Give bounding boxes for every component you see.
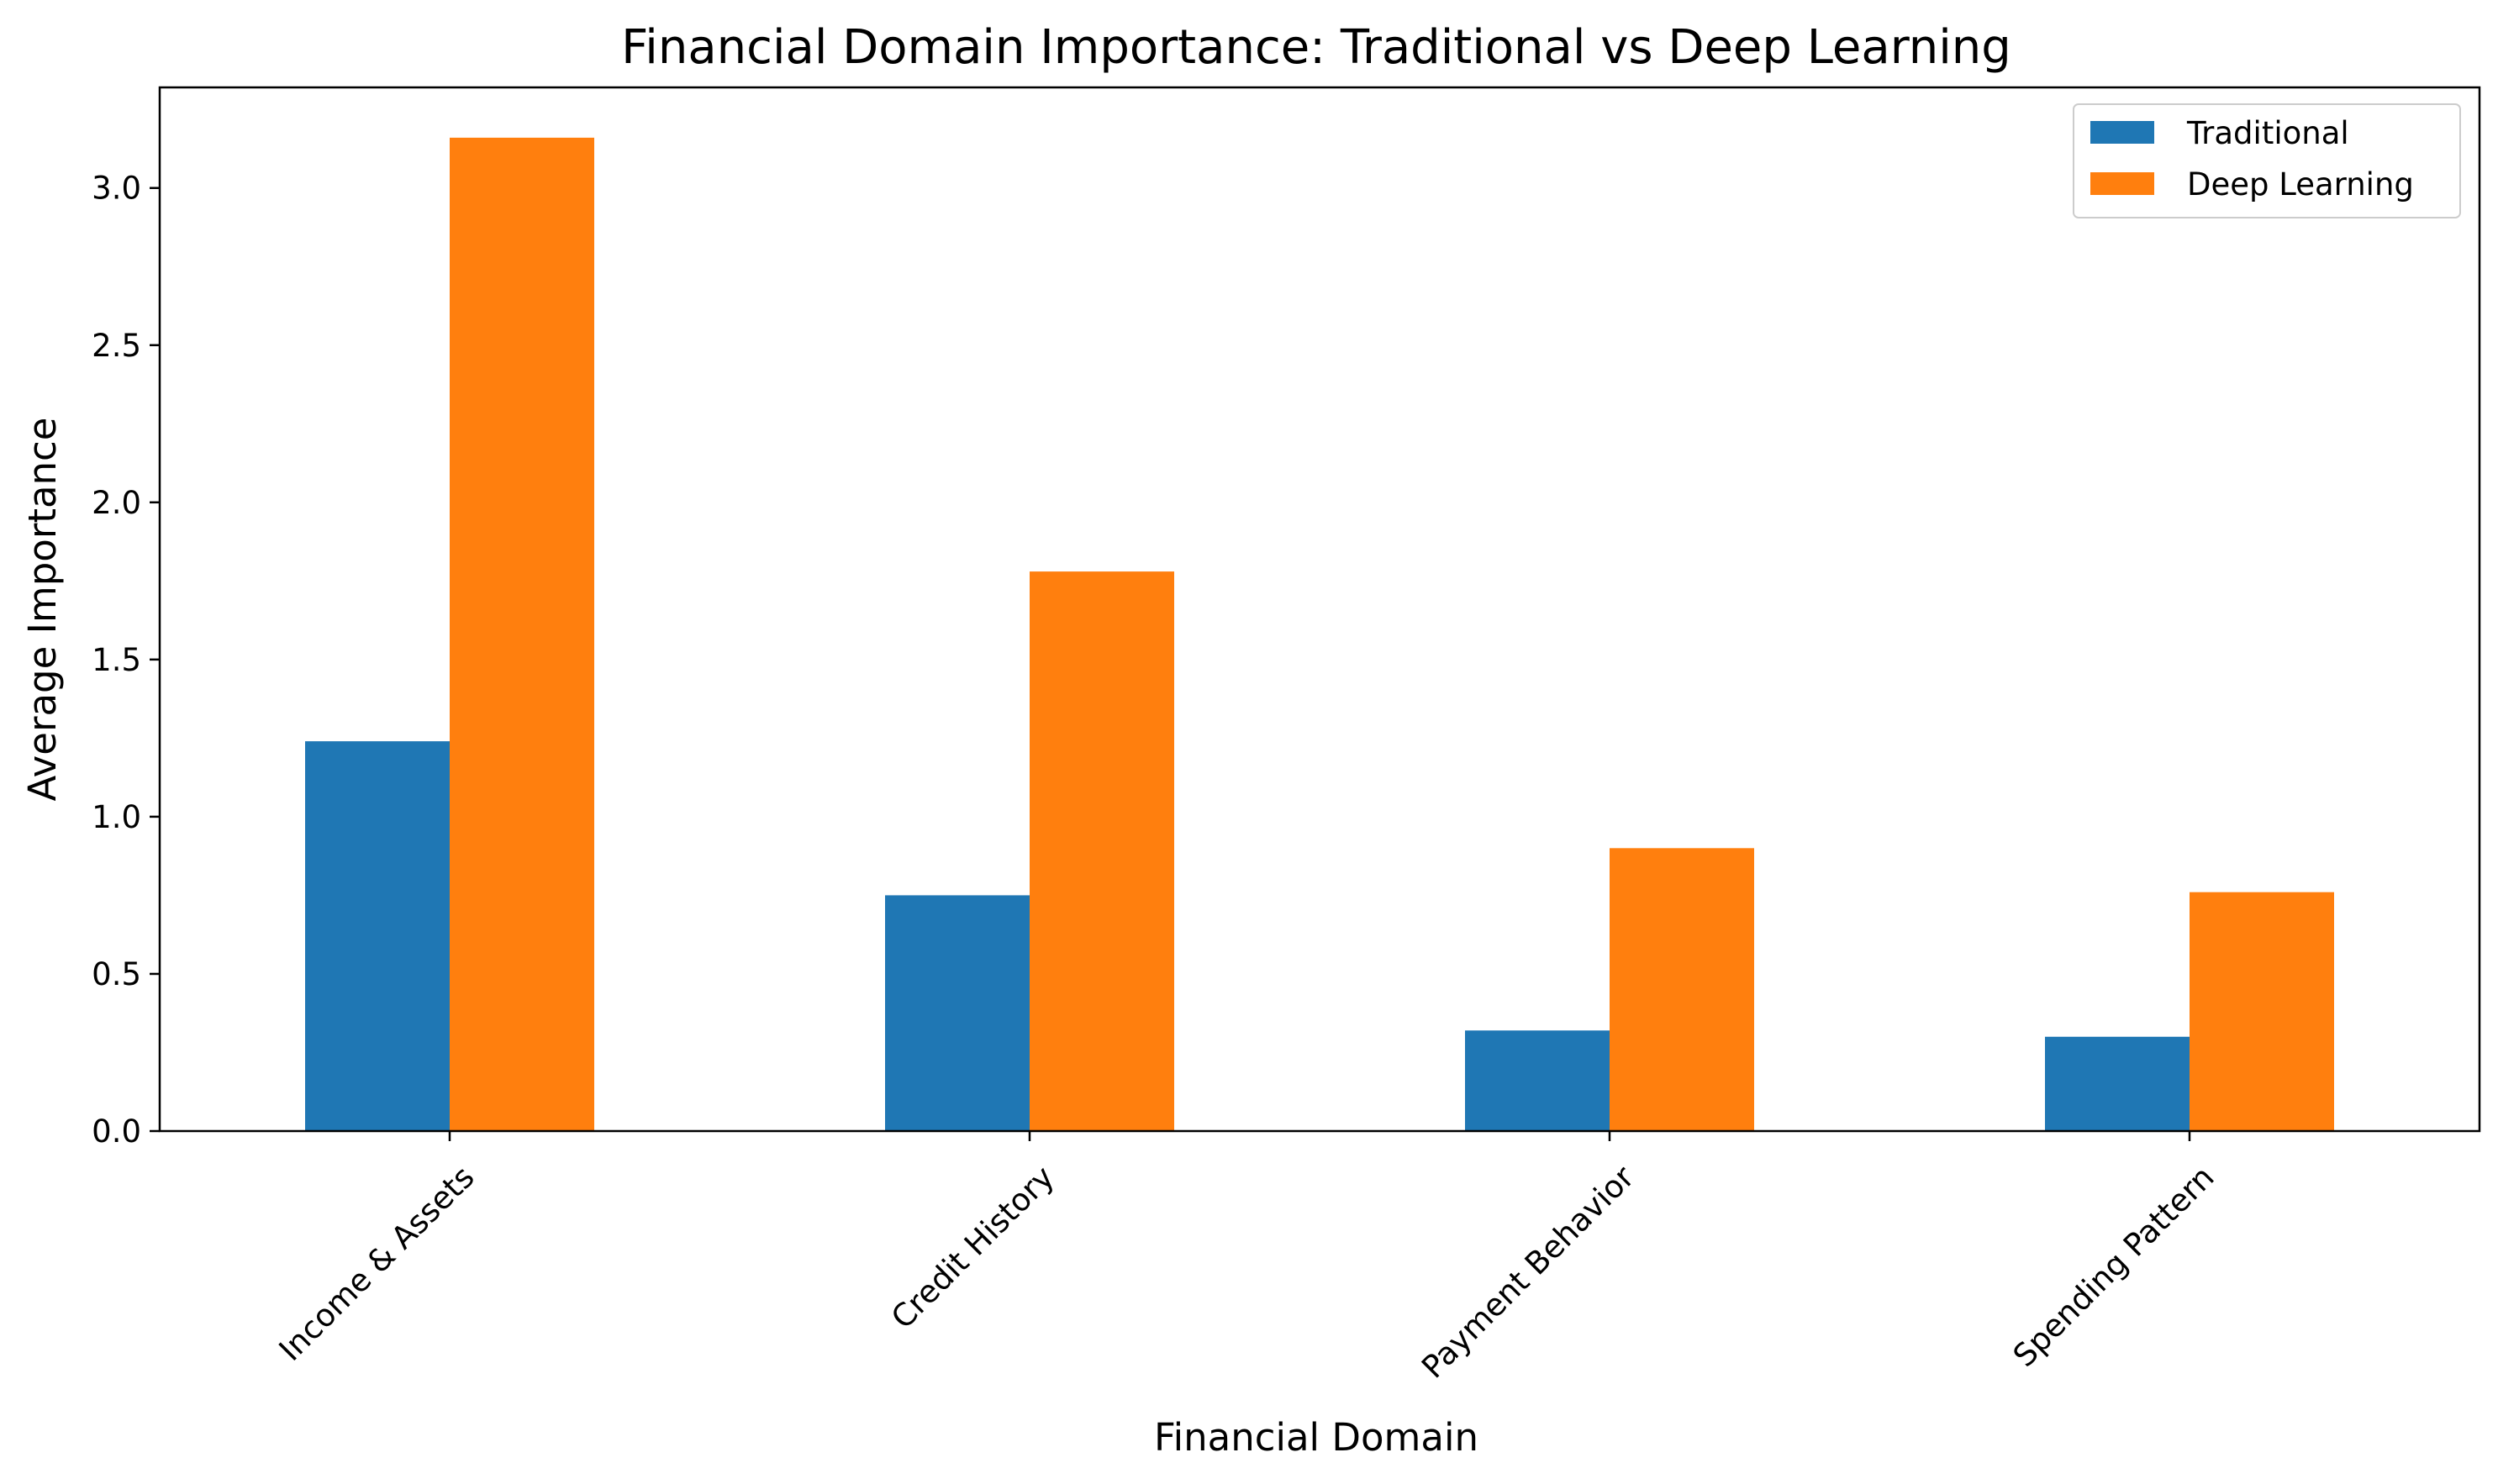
bars-group [305, 137, 2334, 1131]
y-axis-ticks: 0.0 0.5 1.0 1.5 2.0 2.5 3.0 [92, 171, 160, 1150]
bar-traditional-payment-behavior [1465, 1030, 1610, 1131]
plot-area-frame [158, 86, 2481, 1133]
legend-label-deep-learning: Deep Learning [2187, 166, 2414, 203]
bar-deep-learning-payment-behavior [1610, 848, 1754, 1131]
legend-label-traditional: Traditional [2186, 115, 2349, 151]
legend-swatch-traditional [2090, 121, 2154, 144]
chart-title: Financial Domain Importance: Traditional… [621, 20, 2011, 75]
bar-deep-learning-income-assets [450, 137, 594, 1131]
y-axis-title: Average Importance [20, 418, 65, 802]
bar-traditional-spending-pattern [2045, 1036, 2190, 1131]
legend-box [2073, 103, 2461, 218]
bar-deep-learning-spending-pattern [2190, 892, 2334, 1131]
y-tick-label: 1.5 [92, 642, 141, 678]
legend: Traditional Deep Learning [2073, 103, 2461, 218]
y-tick-label: 0.0 [92, 1113, 141, 1150]
y-tick-label: 2.0 [92, 485, 141, 521]
x-axis-title: Financial Domain [1154, 1415, 1478, 1460]
y-tick-label: 1.0 [92, 799, 141, 835]
bar-traditional-credit-history [885, 895, 1030, 1131]
bar-traditional-income-assets [305, 741, 450, 1131]
y-tick-label: 3.0 [92, 171, 141, 207]
y-tick-label: 2.5 [92, 328, 141, 364]
y-tick-label: 0.5 [92, 956, 141, 992]
bar-deep-learning-credit-history [1030, 571, 1174, 1131]
legend-swatch-deep-learning [2090, 172, 2154, 195]
